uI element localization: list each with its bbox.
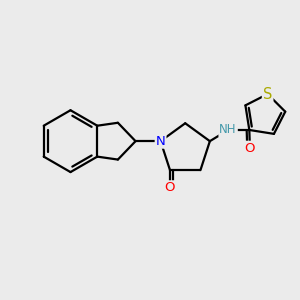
Text: NH: NH bbox=[219, 124, 237, 136]
Text: S: S bbox=[263, 86, 272, 101]
Text: O: O bbox=[245, 142, 255, 155]
Text: O: O bbox=[165, 181, 175, 194]
Text: N: N bbox=[156, 135, 166, 148]
